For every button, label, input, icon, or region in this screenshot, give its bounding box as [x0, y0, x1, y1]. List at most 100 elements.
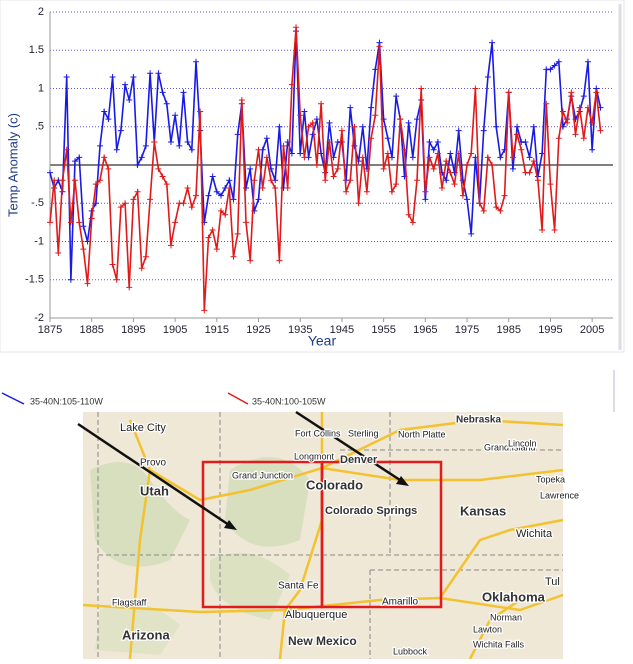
map-label: Flagstaff [112, 597, 147, 607]
map-label: Provo [140, 458, 167, 469]
point-marker [126, 96, 133, 103]
roads [82, 412, 564, 660]
point-marker [234, 131, 241, 138]
point-marker [76, 219, 83, 226]
point-marker [464, 162, 471, 168]
point-marker [489, 162, 496, 168]
x-tick-label: 1975 [455, 324, 479, 336]
map-label: Amarillo [382, 597, 419, 608]
point-marker [509, 154, 516, 161]
point-marker [338, 127, 345, 134]
point-marker [226, 177, 233, 184]
point-marker [326, 139, 333, 146]
point-marker [334, 165, 341, 172]
point-marker [576, 104, 583, 111]
point-marker [347, 177, 354, 184]
map-forest [95, 602, 180, 655]
map-label: Lubbock [393, 646, 428, 656]
point-marker [397, 116, 404, 123]
point-marker [497, 207, 504, 214]
map-label: Fort Collins [295, 428, 341, 438]
point-marker [134, 188, 141, 195]
region-box-red [320, 460, 443, 609]
x-tick-label: 1875 [38, 324, 62, 336]
map-label: Lincoln [508, 438, 537, 448]
point-marker [84, 280, 91, 287]
point-marker [484, 154, 491, 161]
point-marker [201, 307, 208, 314]
map-label: Kansas [460, 503, 506, 518]
point-marker [147, 70, 154, 77]
point-marker [180, 89, 187, 96]
point-marker [589, 119, 596, 126]
point-marker [480, 127, 487, 134]
point-marker [51, 177, 58, 184]
point-marker [443, 158, 450, 165]
point-marker [180, 200, 187, 207]
point-marker [130, 196, 137, 203]
point-marker [272, 184, 279, 191]
point-marker [572, 131, 579, 138]
point-marker [142, 253, 149, 260]
point-marker [192, 192, 199, 199]
point-marker [230, 253, 237, 260]
x-tick-label: 1885 [79, 324, 103, 336]
point-marker [434, 139, 441, 146]
point-marker [384, 150, 391, 157]
map-label: Longmont [294, 451, 335, 461]
point-marker [101, 108, 108, 115]
point-marker [147, 196, 154, 203]
point-marker [580, 135, 587, 142]
pointer-arrow [77, 422, 233, 529]
point-marker [493, 123, 500, 130]
point-marker [434, 150, 441, 157]
y-tick-label: 1 [38, 82, 44, 94]
point-marker [413, 177, 420, 184]
point-marker [217, 192, 224, 199]
point-marker [297, 150, 304, 157]
map-forest [210, 552, 290, 620]
point-marker [105, 116, 112, 123]
point-marker [192, 58, 199, 65]
map-label: Denver [340, 454, 378, 466]
point-marker [526, 154, 533, 161]
x-tick-label: 2005 [580, 324, 604, 336]
map-label: Nebraska [456, 415, 501, 426]
point-marker [472, 85, 479, 92]
point-marker [276, 123, 283, 130]
point-marker [288, 81, 295, 88]
point-marker [59, 177, 66, 184]
point-marker [97, 142, 104, 149]
y-tick-label: 2 [38, 6, 44, 18]
point-marker [547, 181, 554, 188]
map-label: Lake City [120, 422, 166, 434]
point-marker [305, 123, 312, 130]
point-marker [151, 139, 158, 146]
point-marker [584, 58, 591, 65]
point-marker [464, 196, 471, 203]
map-label: Colorado Springs [325, 505, 417, 517]
point-marker [80, 223, 87, 230]
map-label: Grand Island [484, 442, 536, 452]
point-marker [501, 192, 508, 199]
point-marker [455, 127, 462, 134]
point-marker [255, 196, 262, 203]
point-marker [268, 177, 275, 184]
point-marker [263, 154, 270, 161]
point-marker [422, 196, 429, 203]
point-marker [284, 184, 291, 191]
x-tick-label: 1945 [330, 324, 354, 336]
point-marker [243, 219, 250, 226]
point-marker [126, 284, 133, 291]
point-marker [67, 219, 74, 226]
point-marker [518, 146, 525, 153]
point-marker [301, 108, 308, 115]
point-marker [313, 116, 320, 123]
map-label: Norman [490, 612, 522, 622]
x-tick-label: 1955 [371, 324, 395, 336]
map-label: Lawton [473, 624, 502, 634]
point-marker [184, 184, 191, 191]
point-marker [443, 177, 450, 184]
y-axis-title: Temp Anomaly (c) [5, 113, 20, 217]
